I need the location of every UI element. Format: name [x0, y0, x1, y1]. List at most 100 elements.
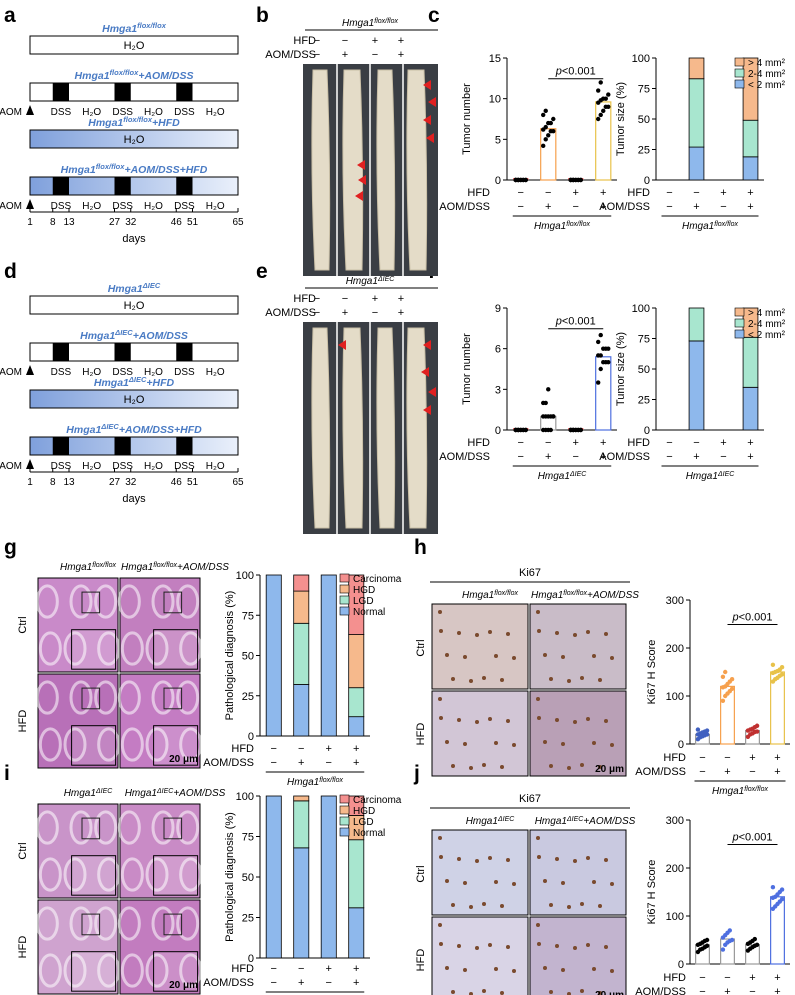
legend-label: LGD: [353, 817, 374, 828]
stacked-segment: [742, 156, 759, 181]
dss-block: [114, 437, 131, 455]
ki67-positive-nucleus: [445, 879, 449, 883]
days-axis-label: days: [122, 233, 146, 245]
days-tick-label: 13: [63, 217, 75, 228]
y-axis-title: Tumor number: [461, 333, 473, 405]
hfd-row-label: HFD: [663, 752, 686, 764]
data-point: [720, 947, 726, 952]
data-point: [546, 387, 551, 392]
ki67-title: Ki67: [519, 793, 541, 805]
stacked-segment: [742, 57, 759, 121]
ki67-positive-nucleus: [500, 678, 504, 682]
aom-injection-marker: [26, 199, 34, 209]
aom-sign: −: [573, 451, 579, 463]
phase-label: DSS: [51, 367, 72, 378]
hfd-sign: −: [699, 752, 705, 764]
ki67-positive-nucleus: [438, 836, 442, 840]
histology-col-title-i: Hmga1ΔIEC: [64, 788, 114, 800]
y-tick-label: 5: [495, 134, 501, 146]
ki67-positive-nucleus: [457, 718, 461, 722]
ki67-positive-nucleus: [567, 905, 571, 909]
ki67-positive-nucleus: [451, 677, 455, 681]
bar: [720, 938, 735, 965]
phase-label: DSS: [174, 461, 195, 472]
bar: [720, 685, 735, 745]
ki67-positive-nucleus: [482, 902, 486, 906]
aom-sign: +: [545, 201, 551, 213]
aom-sign: +: [747, 201, 753, 213]
ki67-positive-nucleus: [463, 881, 467, 885]
hfd-sign: −: [724, 752, 730, 764]
hfd-sign: +: [353, 743, 359, 755]
tissue-crypt: [63, 727, 87, 762]
ki67-positive-nucleus: [475, 633, 479, 637]
aom-sign: +: [693, 451, 699, 463]
ki67-positive-nucleus: [439, 942, 443, 946]
ihc-image-h: [529, 690, 627, 777]
ki67-positive-nucleus: [536, 836, 540, 840]
data-point: [727, 928, 732, 933]
ki67-positive-nucleus: [561, 881, 565, 885]
ki67-positive-nucleus: [598, 991, 602, 995]
data-point: [598, 112, 603, 118]
zoom-inset: [153, 951, 199, 992]
scale-bar-label: 20 μm: [169, 754, 198, 765]
ki67-positive-nucleus: [500, 904, 504, 908]
colon-specimen: [376, 69, 396, 271]
phase-label: DSS: [112, 107, 133, 118]
zoom-inset: [71, 629, 117, 670]
tissue-crypt: [176, 906, 200, 941]
data-point: [779, 897, 785, 902]
y-tick-label: 300: [666, 595, 684, 607]
colon-specimen: [376, 327, 396, 529]
y-tick-label: 3: [495, 384, 501, 396]
ki67-positive-nucleus: [604, 632, 608, 636]
aom-sign: −: [271, 757, 277, 769]
hfd-row-label: HFD: [663, 972, 686, 984]
aom-sign: +: [398, 49, 404, 61]
aom-row-label: AOM/DSS: [439, 201, 490, 213]
ki67-positive-nucleus: [506, 858, 510, 862]
row-label-ctrl: Ctrl: [17, 842, 29, 859]
data-point: [598, 332, 603, 338]
tissue-crypt: [94, 680, 118, 715]
stacked-segment: [348, 634, 365, 689]
y-tick-label: 15: [489, 53, 501, 65]
data-point: [571, 177, 576, 183]
ki67-positive-nucleus: [512, 656, 516, 660]
ki67-positive-nucleus: [457, 631, 461, 635]
ki67-positive-nucleus: [610, 969, 614, 973]
zoom-box: [163, 817, 183, 840]
aom-sign: +: [747, 451, 753, 463]
data-point: [596, 339, 601, 345]
ki67-positive-nucleus: [439, 716, 443, 720]
phase-label: H₂O: [206, 201, 225, 212]
ki67-positive-nucleus: [488, 856, 492, 860]
tumor-arrow: [357, 160, 365, 170]
ki67-positive-nucleus: [500, 765, 504, 769]
ki67-positive-nucleus: [573, 633, 577, 637]
ki67-positive-nucleus: [537, 942, 541, 946]
tissue-crypt: [117, 680, 141, 715]
aom-sign: −: [372, 307, 378, 319]
legend-swatch: [734, 318, 745, 328]
tumor-arrow: [338, 340, 346, 350]
y-tick-label: 0: [678, 739, 684, 751]
data-point: [596, 116, 601, 122]
legend-swatch: [339, 606, 350, 616]
data-point: [548, 120, 553, 126]
timeline-title-a-1: Hmga1flox/flox+AOM/DSS: [75, 68, 194, 83]
hfd-row-label: HFD: [627, 187, 650, 199]
data-point: [523, 177, 528, 183]
data-point: [779, 887, 785, 892]
timeline-bar: [29, 295, 239, 315]
tissue-crypt: [38, 631, 62, 666]
aom-row-label: AOM/DSS: [203, 977, 254, 989]
y-axis-title: Ki67 H Score: [646, 640, 658, 705]
hfd-sign: −: [666, 437, 672, 449]
ki67-positive-nucleus: [592, 741, 596, 745]
tissue-crypt: [120, 953, 144, 988]
stacked-segment: [348, 716, 365, 737]
data-point: [551, 116, 556, 122]
hfd-sign: −: [693, 187, 699, 199]
